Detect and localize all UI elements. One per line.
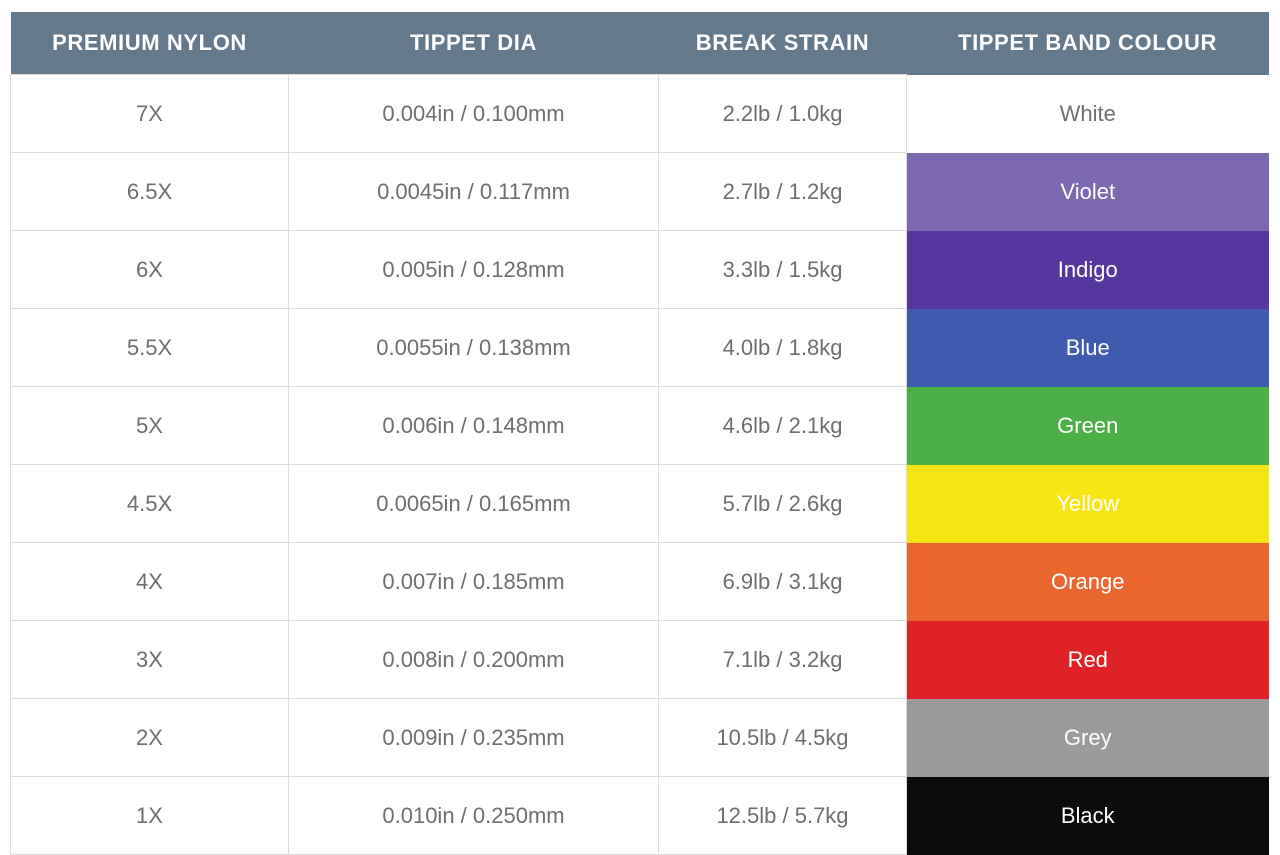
cell-tippet-dia: 0.010in / 0.250mm bbox=[288, 776, 659, 855]
cell-tippet-band-colour: White bbox=[906, 74, 1269, 153]
cell-tippet-dia: 0.004in / 0.100mm bbox=[288, 74, 659, 153]
table-row: 1X 0.010in / 0.250mm 12.5lb / 5.7kg Blac… bbox=[10, 776, 1269, 855]
table-row: 7X 0.004in / 0.100mm 2.2lb / 1.0kg White bbox=[10, 74, 1269, 153]
cell-tippet-band-colour: Violet bbox=[906, 152, 1269, 231]
table-row: 6.5X 0.0045in / 0.117mm 2.7lb / 1.2kg Vi… bbox=[10, 152, 1269, 231]
cell-tippet-band-colour: Blue bbox=[906, 308, 1269, 387]
cell-tippet-dia: 0.005in / 0.128mm bbox=[288, 230, 659, 309]
cell-tippet-band-colour: Black bbox=[906, 776, 1269, 855]
cell-break-strain: 4.0lb / 1.8kg bbox=[658, 308, 907, 387]
cell-premium-nylon: 5.5X bbox=[10, 308, 289, 387]
cell-tippet-dia: 0.007in / 0.185mm bbox=[288, 542, 659, 621]
cell-tippet-band-colour: Green bbox=[906, 386, 1269, 465]
tippet-spec-table: PREMIUM NYLON TIPPET DIA BREAK STRAIN TIPPE… bbox=[10, 12, 1269, 855]
cell-premium-nylon: 7X bbox=[10, 74, 289, 153]
table-row: 3X 0.008in / 0.200mm 7.1lb / 3.2kg Red bbox=[10, 620, 1269, 699]
cell-tippet-band-colour: Orange bbox=[906, 542, 1269, 621]
cell-break-strain: 6.9lb / 3.1kg bbox=[658, 542, 907, 621]
cell-tippet-dia: 0.009in / 0.235mm bbox=[288, 698, 659, 777]
cell-tippet-dia: 0.0045in / 0.117mm bbox=[288, 152, 659, 231]
cell-break-strain: 4.6lb / 2.1kg bbox=[658, 386, 907, 465]
cell-premium-nylon: 4.5X bbox=[10, 464, 289, 543]
cell-premium-nylon: 1X bbox=[10, 776, 289, 855]
table-row: 6X 0.005in / 0.128mm 3.3lb / 1.5kg Indig… bbox=[10, 230, 1269, 309]
cell-premium-nylon: 6.5X bbox=[10, 152, 289, 231]
cell-break-strain: 2.7lb / 1.2kg bbox=[658, 152, 907, 231]
cell-break-strain: 10.5lb / 4.5kg bbox=[658, 698, 907, 777]
column-header-break-strain: BREAK STRAIN bbox=[658, 12, 907, 75]
cell-premium-nylon: 6X bbox=[10, 230, 289, 309]
column-header-tippet-dia: TIPPET DIA bbox=[288, 12, 659, 75]
cell-break-strain: 5.7lb / 2.6kg bbox=[658, 464, 907, 543]
cell-tippet-band-colour: Red bbox=[906, 620, 1269, 699]
cell-tippet-band-colour: Grey bbox=[906, 698, 1269, 777]
cell-tippet-band-colour: Indigo bbox=[906, 230, 1269, 309]
cell-premium-nylon: 2X bbox=[10, 698, 289, 777]
cell-tippet-dia: 0.0065in / 0.165mm bbox=[288, 464, 659, 543]
header-row: PREMIUM NYLON TIPPET DIA BREAK STRAIN TIPPE… bbox=[10, 12, 1269, 75]
cell-premium-nylon: 5X bbox=[10, 386, 289, 465]
cell-tippet-band-colour: Yellow bbox=[906, 464, 1269, 543]
cell-break-strain: 12.5lb / 5.7kg bbox=[658, 776, 907, 855]
cell-tippet-dia: 0.006in / 0.148mm bbox=[288, 386, 659, 465]
cell-break-strain: 2.2lb / 1.0kg bbox=[658, 74, 907, 153]
table-row: 4.5X 0.0065in / 0.165mm 5.7lb / 2.6kg Ye… bbox=[10, 464, 1269, 543]
cell-premium-nylon: 4X bbox=[10, 542, 289, 621]
table-row: 5.5X 0.0055in / 0.138mm 4.0lb / 1.8kg Bl… bbox=[10, 308, 1269, 387]
column-header-tippet-band-colour: TIPPET BAND COLOUR bbox=[906, 12, 1269, 75]
cell-premium-nylon: 3X bbox=[10, 620, 289, 699]
cell-tippet-dia: 0.0055in / 0.138mm bbox=[288, 308, 659, 387]
cell-break-strain: 7.1lb / 3.2kg bbox=[658, 620, 907, 699]
table-row: 2X 0.009in / 0.235mm 10.5lb / 4.5kg Grey bbox=[10, 698, 1269, 777]
table-row: 5X 0.006in / 0.148mm 4.6lb / 2.1kg Green bbox=[10, 386, 1269, 465]
column-header-premium-nylon: PREMIUM NYLON bbox=[10, 12, 289, 75]
cell-tippet-dia: 0.008in / 0.200mm bbox=[288, 620, 659, 699]
table-row: 4X 0.007in / 0.185mm 6.9lb / 3.1kg Orang… bbox=[10, 542, 1269, 621]
cell-break-strain: 3.3lb / 1.5kg bbox=[658, 230, 907, 309]
